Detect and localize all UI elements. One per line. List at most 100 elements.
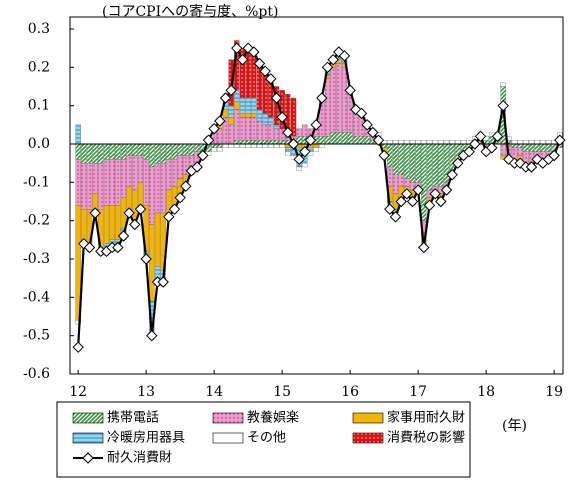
bar-segment — [324, 78, 331, 137]
x-tick-label: 18 — [477, 384, 495, 400]
bar-segment — [98, 143, 104, 164]
line-marker — [140, 253, 152, 265]
bar-segment — [426, 143, 433, 191]
y-tick-label: -0.3 — [23, 251, 50, 267]
line-marker — [219, 92, 232, 104]
legend-label: 冷暖房用器具 — [107, 430, 185, 446]
bar-segment — [251, 113, 257, 118]
legend-box — [56, 401, 471, 478]
legend-label: 消費税の影響 — [387, 430, 465, 446]
legend-label: 携帯電話 — [107, 410, 159, 426]
bar-segment — [239, 143, 246, 148]
bar-segment — [98, 163, 104, 210]
line-marker — [361, 119, 373, 131]
bar-segment — [330, 67, 336, 133]
line-marker — [401, 188, 413, 200]
bar-segment — [245, 48, 251, 99]
bar-segment — [149, 224, 155, 302]
bar-segment — [86, 163, 93, 210]
line-marker — [293, 153, 305, 166]
bar-segment — [511, 143, 518, 148]
y-tick-label: -0.6 — [23, 366, 50, 382]
line-marker — [474, 130, 487, 143]
line-marker — [395, 195, 407, 208]
bar-segment — [268, 124, 274, 141]
bar-segment — [392, 140, 399, 145]
bar-segment — [228, 143, 234, 148]
bar-segment — [545, 140, 552, 145]
line-marker — [253, 57, 266, 70]
line-marker — [134, 203, 147, 215]
y-tick-label: -0.2 — [23, 213, 50, 229]
bar-segment — [421, 143, 427, 221]
bar-segment — [177, 155, 183, 179]
line-marker — [129, 218, 141, 231]
bar-segment — [222, 143, 229, 148]
x-tick-label: 12 — [69, 384, 87, 400]
x-tick-label: 13 — [137, 384, 155, 400]
line-marker — [89, 207, 101, 219]
bar-segment — [154, 163, 161, 214]
line-marker — [225, 84, 237, 97]
bar-segment — [398, 140, 404, 145]
bar-segment — [398, 174, 404, 187]
bar-segment — [528, 143, 535, 152]
line-marker — [548, 149, 560, 162]
line-marker — [491, 130, 504, 143]
line-marker — [327, 53, 339, 66]
bar-segment — [166, 159, 172, 191]
bar-segment — [120, 159, 127, 198]
bar-segment — [381, 143, 387, 148]
line-marker — [236, 53, 249, 66]
line-marker — [276, 111, 288, 123]
bar-segment — [228, 117, 234, 125]
line-marker — [525, 161, 538, 173]
bar-segment — [234, 101, 240, 110]
bar-segment — [341, 67, 348, 133]
line-marker — [384, 203, 396, 215]
line-marker — [242, 42, 254, 54]
bar-segment — [245, 117, 251, 141]
y-tick-label: -0.4 — [23, 289, 50, 305]
bar-segment — [415, 143, 421, 183]
bar-segment — [137, 182, 144, 206]
bar-segment — [103, 205, 110, 244]
legend-swatch — [72, 412, 104, 424]
bar-segment — [438, 140, 444, 145]
line-marker — [208, 122, 220, 135]
line-marker — [440, 184, 453, 196]
line-marker — [406, 195, 419, 208]
bar-segment — [120, 143, 127, 160]
line-marker — [180, 180, 192, 192]
bar-segment — [251, 143, 257, 148]
bar-segment — [517, 140, 523, 145]
bar-segment — [432, 140, 438, 145]
bar-segment — [239, 113, 246, 118]
line-marker — [418, 241, 430, 254]
bar-segment — [296, 166, 302, 171]
bar-segment — [523, 143, 529, 152]
bar-segment — [341, 132, 348, 145]
legend-swatch — [352, 432, 384, 444]
legend-swatch — [72, 432, 104, 444]
bar-segment — [285, 151, 291, 156]
bar-segment — [347, 132, 353, 145]
bar-segment — [302, 124, 308, 137]
bar-segment — [330, 132, 336, 145]
x-tick-label: 15 — [273, 384, 291, 400]
y-tick-label: 0.0 — [28, 136, 50, 152]
bar-segment — [534, 143, 540, 152]
bar-segment — [81, 143, 87, 164]
line-marker — [123, 207, 135, 219]
line-marker — [197, 149, 209, 162]
bar-segment — [81, 163, 87, 210]
bar-segment — [234, 143, 240, 148]
bar-segment — [262, 113, 268, 125]
bar-segment — [251, 117, 257, 141]
bar-segment — [103, 143, 110, 160]
bar-segment — [245, 113, 251, 118]
bar-segment — [387, 140, 393, 145]
bar-segment — [268, 117, 274, 125]
